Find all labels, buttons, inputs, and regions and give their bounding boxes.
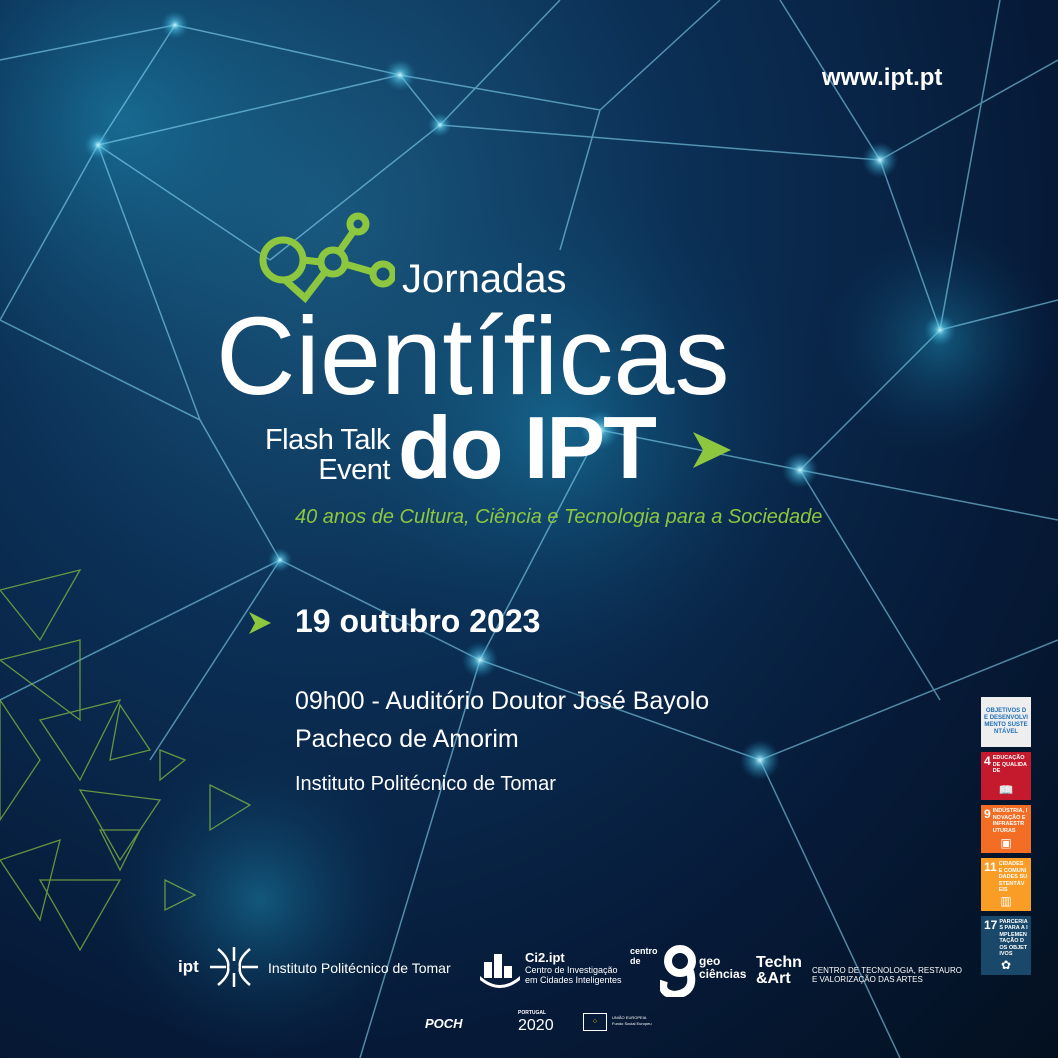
sdg-label: INDÚSTRIA, INOVAÇÃO E INFRAESTRUTURAS — [992, 808, 1028, 834]
event-time-place: 09h00 - Auditório Doutor José Bayolo — [295, 687, 710, 715]
geo-g-logo-icon — [660, 945, 696, 997]
eu-label: UNIÃO EUROPEIA Fundo Social Europeu — [612, 1015, 652, 1027]
arrow-right-icon — [249, 612, 271, 634]
sdg-number: 11 — [984, 860, 997, 874]
techn-art-desc: CENTRO DE TECNOLOGIA, RESTAURO E VALORIZ… — [812, 966, 962, 984]
sdg-label: EDUCAÇÃO DE QUALIDADE — [992, 755, 1027, 774]
sdg-badge-9: 9 INDÚSTRIA, INOVAÇÃO E INFRAESTRUTURAS ▣ — [981, 805, 1031, 853]
sdg-header-badge: OBJETIVOS DE DESENVOLVIMENTO SUSTENTÁVEL — [981, 697, 1031, 747]
buildings-icon: ▥ — [1000, 893, 1012, 908]
eu-name: UNIÃO EUROPEIA — [612, 1015, 647, 1020]
tagline: 40 anos de Cultura, Ciência e Tecnologia… — [295, 506, 823, 528]
ipt-logo-abbr: ipt — [178, 957, 199, 976]
arrow-right-icon — [693, 432, 731, 468]
eu-flag-icon: ⁘ — [583, 1013, 607, 1031]
sdg-badge-17: 17 PARCERIAS PARA A IMPLEMENTAÇÃO DOS OBJ… — [981, 915, 1031, 975]
title-do-ipt: do IPT — [398, 398, 657, 497]
flower-rings-icon: ✿ — [1000, 957, 1012, 972]
flash-line-2: Event — [318, 454, 390, 486]
techn-desc-2: E VALORIZAÇÃO DAS ARTES — [812, 975, 923, 984]
title-cientificas: Científicas — [216, 295, 730, 418]
cubes-icon: ▣ — [1000, 836, 1012, 850]
portugal-label: PORTUGAL — [518, 1010, 547, 1016]
sdg-number: 9 — [984, 807, 991, 821]
event-date: 19 outubro 2023 — [295, 603, 541, 639]
flash-line-1: Flash Talk — [264, 424, 391, 456]
molecule-logo-icon — [259, 212, 395, 304]
techn-line-2: &Art — [756, 970, 791, 987]
ci2-line-1: Centro de Investigação — [525, 965, 618, 975]
geo-line-1: geo — [699, 954, 721, 968]
ipt-star-logo-icon — [210, 947, 258, 987]
event-institution: Instituto Politécnico de Tomar — [295, 773, 556, 795]
ci2-name: Ci2.ipt — [525, 950, 565, 965]
sdg-number: 4 — [984, 754, 991, 768]
ci2-logo-icon — [480, 954, 520, 988]
sdg-label: CIDADES E COMUNIDADES SUSTENTÁVEIS — [998, 861, 1028, 893]
sdg-number: 17 — [984, 917, 998, 932]
sdg-column: OBJETIVOS DE DESENVOLVIMENTO SUSTENTÁVEL… — [981, 697, 1031, 975]
flash-talk-label: Flash Talk Event — [200, 424, 391, 486]
geo-pre: centro de — [630, 946, 658, 966]
techn-line-1: Techn — [756, 954, 802, 971]
sdg-label: PARCERIAS PARA A IMPLEMENTAÇÃO DOS OBJET… — [999, 918, 1028, 958]
website-url[interactable]: www.ipt.pt — [822, 64, 943, 91]
sdg-badge-11: 11 CIDADES E COMUNIDADES SUSTENTÁVEIS ▥ — [981, 858, 1031, 911]
poch-logo: POCH — [425, 1016, 463, 1031]
eu-fund: Fundo Social Europeu — [612, 1021, 652, 1026]
ci2-logo-text: Ci2.ipt Centro de Investigação em Cidade… — [525, 950, 622, 985]
geo-logo-text: geo ciências — [699, 955, 746, 981]
book-pencil-icon: 📖 — [998, 783, 1014, 797]
event-place-continued: Pacheco de Amorim — [295, 725, 519, 753]
techn-desc-1: CENTRO DE TECNOLOGIA, RESTAURO — [812, 966, 962, 975]
ci2-line-2: em Cidades Inteligentes — [525, 975, 622, 985]
techn-art-logo: Techn &Art — [756, 955, 802, 987]
triangle-pattern — [0, 568, 252, 952]
title-jornadas: Jornadas — [402, 257, 567, 301]
geo-line-2: ciências — [699, 967, 747, 981]
sdg-badge-4: 4 EDUCAÇÃO DE QUALIDADE 📖 — [981, 752, 1031, 800]
portugal-2020-logo: 2020 — [518, 1017, 554, 1034]
ipt-logo-name: Instituto Politécnico de Tomar — [268, 960, 451, 976]
